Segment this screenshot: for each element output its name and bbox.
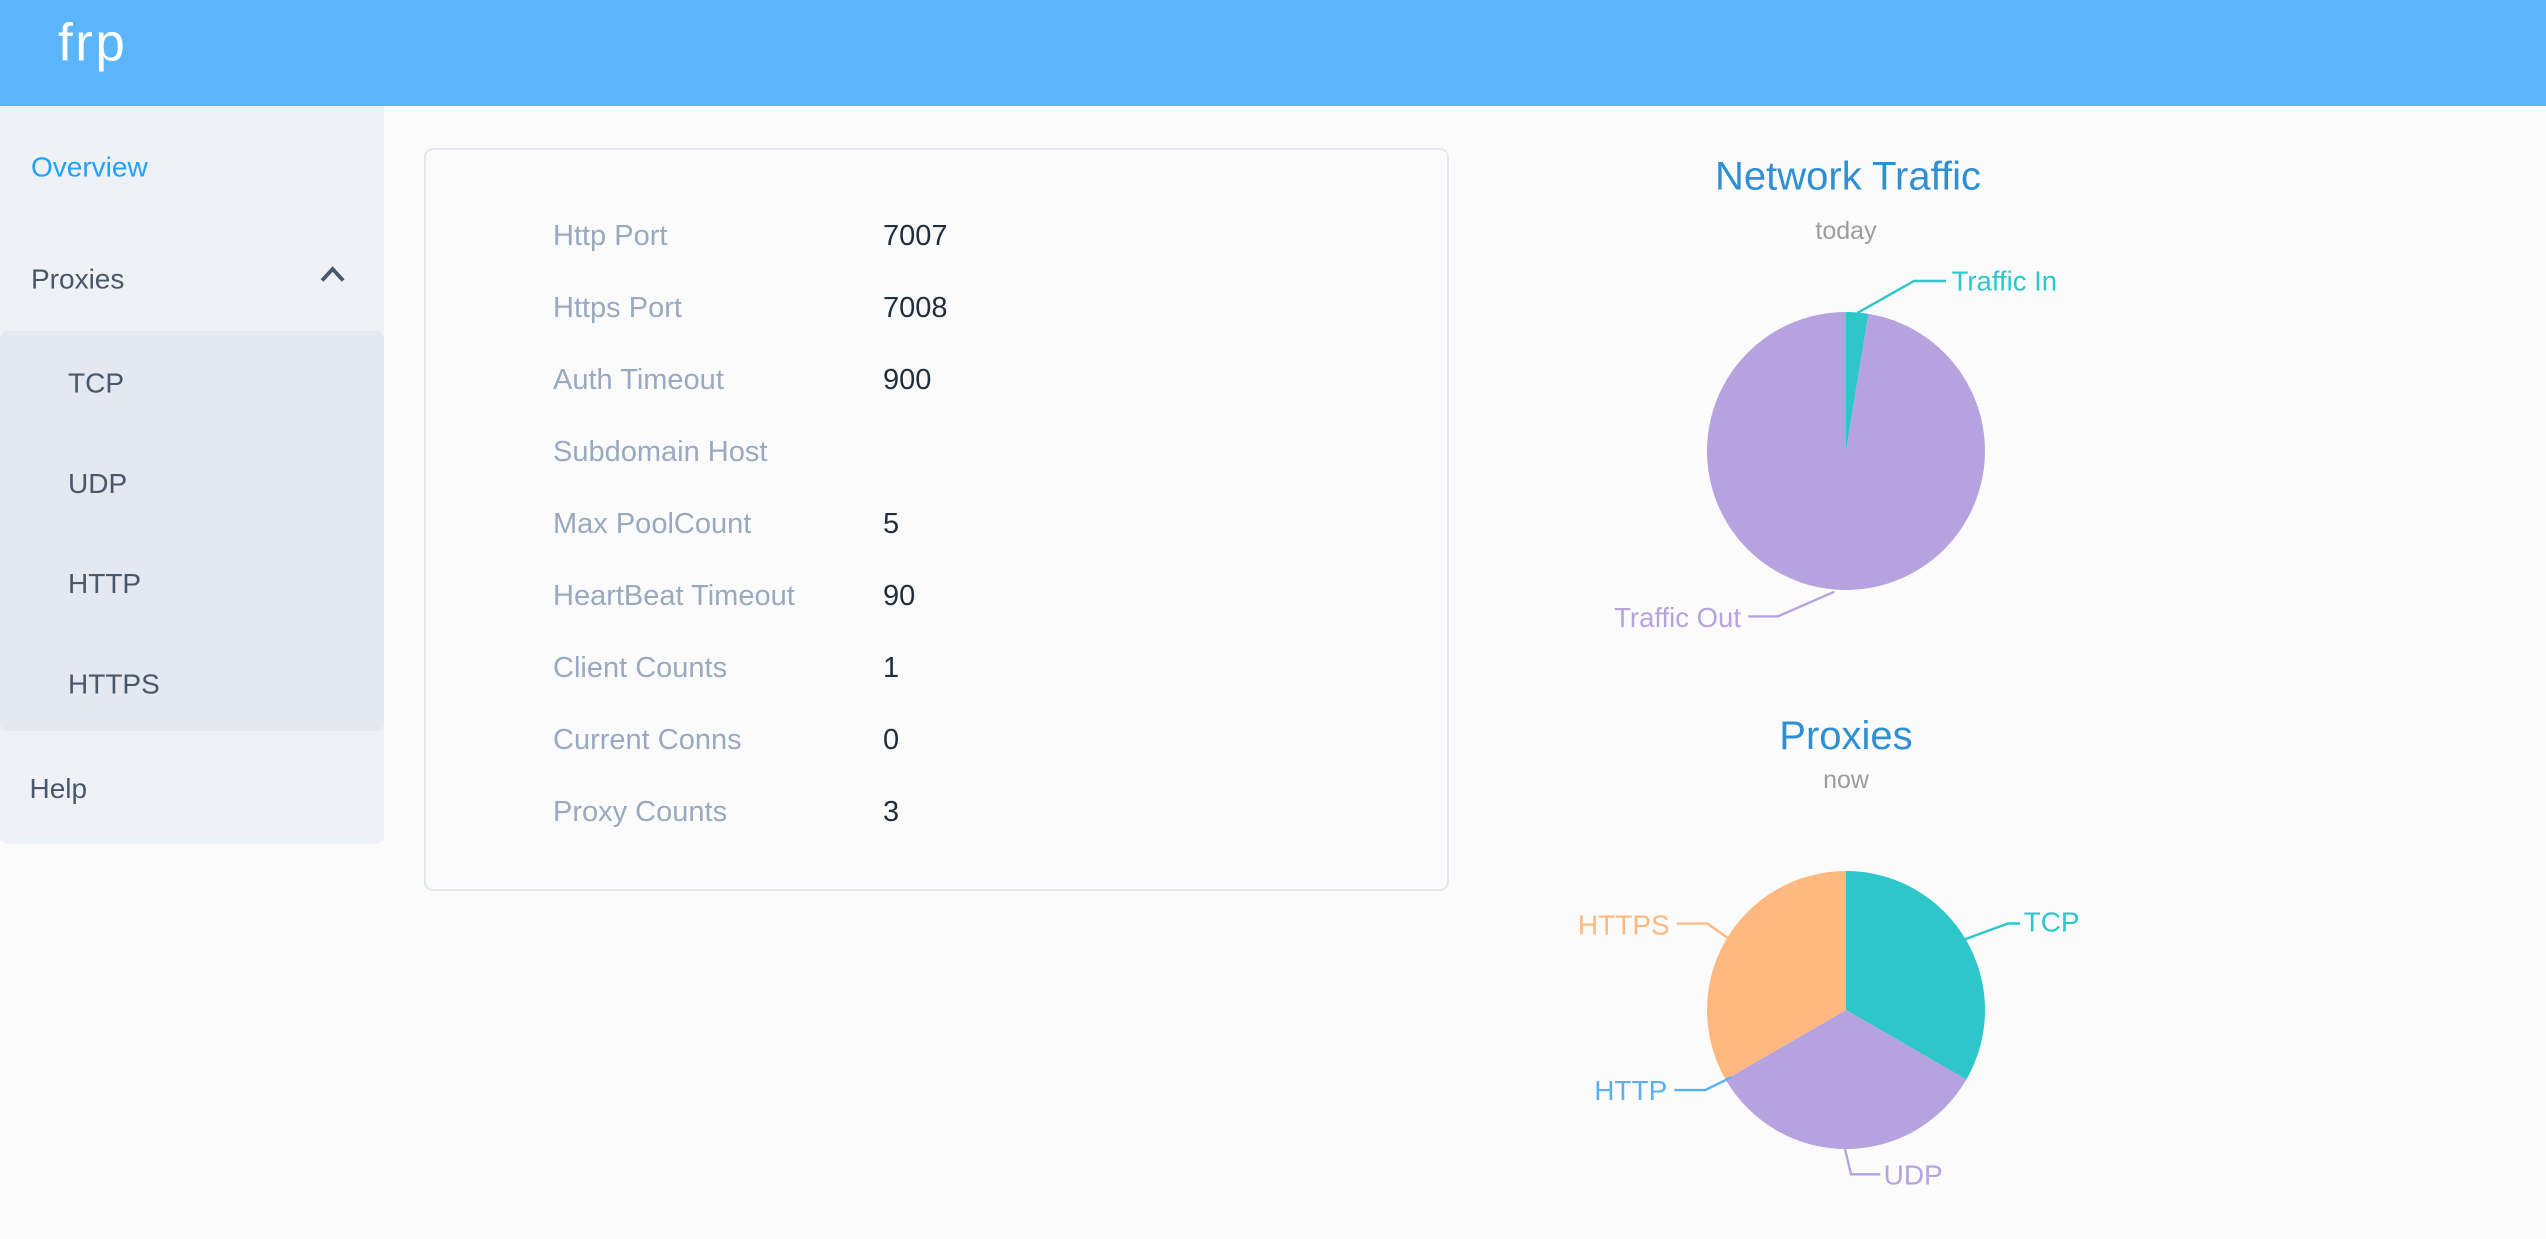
svg-text:HTTP: HTTP (68, 568, 141, 599)
svg-text:Proxies: Proxies (1779, 714, 1912, 758)
svg-text:Subdomain Host: Subdomain Host (553, 436, 767, 468)
svg-text:UDP: UDP (1884, 1160, 1943, 1191)
svg-text:Traffic In: Traffic In (1952, 265, 2057, 296)
svg-text:Https Port: Https Port (553, 292, 682, 324)
svg-text:3: 3 (883, 796, 899, 828)
svg-text:Auth Timeout: Auth Timeout (553, 364, 724, 396)
svg-text:HTTPS: HTTPS (1578, 910, 1670, 941)
svg-text:Client Counts: Client Counts (553, 652, 727, 684)
svg-text:Proxies: Proxies (31, 264, 124, 295)
svg-text:Current Conns: Current Conns (553, 724, 742, 756)
svg-text:90: 90 (883, 580, 915, 612)
svg-text:0: 0 (883, 724, 899, 756)
svg-text:HeartBeat Timeout: HeartBeat Timeout (553, 580, 795, 612)
svg-text:UDP: UDP (68, 468, 127, 499)
svg-text:TCP: TCP (68, 368, 124, 399)
svg-text:5: 5 (883, 508, 899, 540)
svg-text:Overview: Overview (31, 152, 148, 183)
svg-text:Network Traffic: Network Traffic (1715, 155, 1981, 199)
svg-text:Traffic Out: Traffic Out (1614, 602, 1741, 633)
svg-text:7008: 7008 (883, 292, 948, 324)
svg-text:Http Port: Http Port (553, 220, 667, 252)
svg-text:Help: Help (30, 773, 88, 804)
svg-text:TCP: TCP (2024, 907, 2080, 938)
svg-text:HTTPS: HTTPS (68, 668, 160, 699)
svg-text:today: today (1815, 217, 1877, 245)
svg-text:900: 900 (883, 364, 931, 396)
svg-text:frp: frp (58, 14, 127, 73)
svg-text:now: now (1823, 766, 1870, 794)
svg-text:HTTP: HTTP (1594, 1075, 1667, 1106)
svg-text:1: 1 (883, 652, 899, 684)
svg-text:Proxy Counts: Proxy Counts (553, 796, 727, 828)
svg-text:7007: 7007 (883, 220, 948, 252)
svg-text:Max PoolCount: Max PoolCount (553, 508, 751, 540)
